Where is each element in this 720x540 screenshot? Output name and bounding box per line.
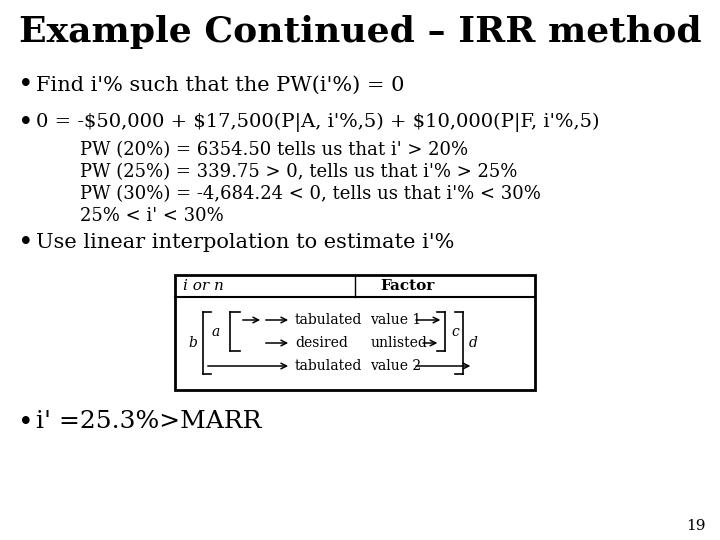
Text: •: • xyxy=(18,231,34,255)
Text: •: • xyxy=(18,72,34,98)
Text: PW (25%) = 339.75 > 0, tells us that i'% > 25%: PW (25%) = 339.75 > 0, tells us that i'%… xyxy=(80,163,518,181)
Text: Example Continued – IRR method: Example Continued – IRR method xyxy=(19,15,701,49)
Text: •: • xyxy=(18,409,34,435)
Text: Use linear interpolation to estimate i'%: Use linear interpolation to estimate i'% xyxy=(36,233,454,253)
Text: Factor: Factor xyxy=(380,279,434,293)
Text: tabulated: tabulated xyxy=(295,313,362,327)
Text: desired: desired xyxy=(295,336,348,350)
Text: b: b xyxy=(188,336,197,350)
Text: 25% < i' < 30%: 25% < i' < 30% xyxy=(80,207,224,225)
Text: unlisted: unlisted xyxy=(370,336,427,350)
Text: •: • xyxy=(18,110,34,134)
Text: i or n: i or n xyxy=(183,279,224,293)
Text: PW (20%) = 6354.50 tells us that i' > 20%: PW (20%) = 6354.50 tells us that i' > 20… xyxy=(80,141,468,159)
Text: d: d xyxy=(469,336,478,350)
Text: value 2: value 2 xyxy=(370,359,421,373)
Text: 0 = -$50,000 + $17,500(P|A, i'%,5) + $10,000(P|F, i'%,5): 0 = -$50,000 + $17,500(P|A, i'%,5) + $10… xyxy=(36,112,600,132)
Text: a: a xyxy=(212,325,220,339)
Text: 19: 19 xyxy=(686,519,706,533)
Text: c: c xyxy=(451,325,459,339)
Text: Find i'% such that the PW(i'%) = 0: Find i'% such that the PW(i'%) = 0 xyxy=(36,76,405,94)
Text: tabulated: tabulated xyxy=(295,359,362,373)
Text: value 1: value 1 xyxy=(370,313,421,327)
Text: i' =25.3%>MARR: i' =25.3%>MARR xyxy=(36,410,261,434)
Text: PW (30%) = -4,684.24 < 0, tells us that i'% < 30%: PW (30%) = -4,684.24 < 0, tells us that … xyxy=(80,185,541,203)
Bar xyxy=(175,275,535,390)
